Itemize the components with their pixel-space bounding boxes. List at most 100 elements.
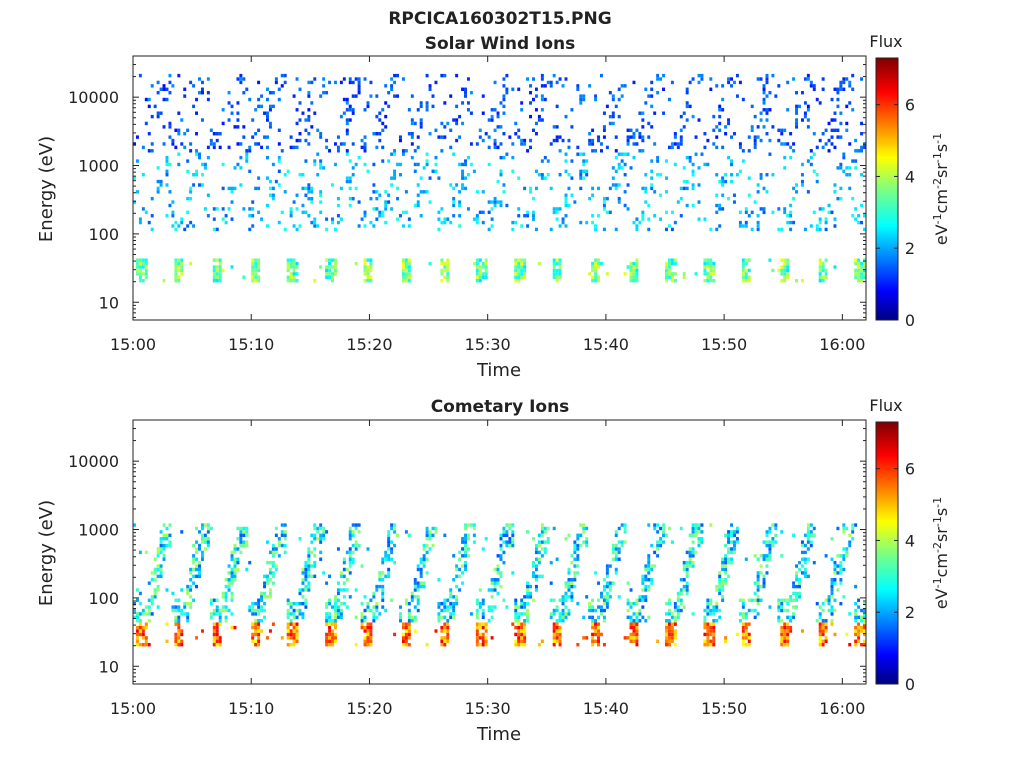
- spectrogram-cell: [670, 632, 674, 637]
- spectrogram-cell: [659, 526, 663, 531]
- spectrogram-cell: [141, 258, 145, 262]
- spectrogram-cell: [741, 224, 745, 228]
- spectrogram-cell: [786, 622, 790, 626]
- spectrogram-cell: [537, 261, 541, 266]
- spectrogram-cell: [721, 560, 725, 565]
- spectrogram-cell: [487, 162, 491, 167]
- spectrogram-cell: [750, 210, 754, 215]
- spectrogram-cell: [857, 261, 861, 266]
- spectrogram-cell: [422, 554, 426, 558]
- spectrogram-cell: [564, 591, 568, 596]
- spectrogram-cell: [177, 642, 181, 647]
- spectrogram-cell: [697, 540, 701, 544]
- spectrogram-cell: [605, 581, 609, 585]
- spectrogram-cell: [404, 642, 408, 647]
- spectrogram-cell: [165, 533, 169, 538]
- spectrogram-cell: [854, 207, 858, 211]
- spectrogram-cell: [732, 550, 736, 555]
- spectrogram-cell: [863, 629, 866, 633]
- spectrogram-cell: [144, 258, 148, 262]
- spectrogram-cell: [555, 268, 559, 273]
- spectrogram-cell: [857, 258, 861, 262]
- spectrogram-cell: [464, 567, 467, 572]
- spectrogram-cell: [384, 200, 388, 204]
- spectrogram-cell: [514, 625, 518, 630]
- spectrogram-cell: [517, 272, 521, 276]
- spectrogram-cell: [393, 73, 397, 78]
- spectrogram-cell: [839, 121, 843, 126]
- spectrogram-cell: [821, 639, 825, 643]
- spectrogram-cell: [673, 131, 677, 136]
- spectrogram-cell: [848, 612, 852, 616]
- spectrogram-cell: [662, 73, 666, 78]
- spectrogram-cell: [821, 601, 825, 606]
- spectrogram-cell: [694, 152, 698, 156]
- spectrogram-cell: [452, 608, 456, 613]
- spectrogram-cell: [682, 275, 686, 279]
- spectrogram-cell: [812, 560, 816, 565]
- spectrogram-cell: [685, 87, 689, 91]
- spectrogram-cell: [354, 526, 358, 531]
- spectrogram-cell: [667, 268, 671, 273]
- spectrogram-cell: [227, 90, 231, 95]
- spectrogram-cell: [552, 261, 556, 266]
- spectrogram-cell: [301, 601, 305, 606]
- spectrogram-cell: [440, 220, 444, 225]
- spectrogram-cell: [529, 90, 533, 95]
- spectrogram-cell: [682, 166, 686, 170]
- spectrogram-cell: [854, 615, 858, 620]
- spectrogram-cell: [141, 608, 145, 613]
- spectrogram-cell: [605, 584, 609, 589]
- spectrogram-cell: [591, 608, 595, 613]
- spectrogram-cell: [162, 97, 166, 102]
- spectrogram-cell: [345, 149, 349, 153]
- spectrogram-cell: [200, 526, 204, 531]
- spectrogram-cell: [422, 547, 426, 551]
- spectrogram-cell: [629, 619, 633, 623]
- spectrogram-cell: [824, 128, 828, 132]
- spectrogram-cell: [407, 261, 411, 266]
- spectrogram-cell: [484, 639, 488, 643]
- spectrogram-cell: [730, 560, 733, 565]
- spectrogram-cell: [251, 275, 255, 279]
- spectrogram-cell: [845, 166, 849, 170]
- spectrogram-cell: [809, 224, 813, 228]
- spectrogram-cell: [667, 612, 671, 616]
- spectrogram-cell: [156, 564, 160, 568]
- spectrogram-cells: [133, 523, 866, 647]
- spectrogram-cell: [656, 523, 660, 527]
- spectrogram-cell: [579, 543, 583, 548]
- spectrogram-cell: [789, 220, 793, 225]
- spectrogram-cell: [800, 179, 804, 184]
- spectrogram-cell: [440, 278, 444, 283]
- spectrogram-cell: [526, 224, 530, 228]
- spectrogram-cell: [407, 533, 411, 538]
- spectrogram-cell: [818, 622, 822, 626]
- spectrogram-cell: [174, 622, 178, 626]
- spectrogram-cell: [419, 121, 423, 126]
- spectrogram-cell: [771, 125, 775, 129]
- spectrogram-cell: [517, 258, 521, 262]
- spectrogram-cell: [416, 200, 420, 204]
- spectrogram-cell: [446, 121, 450, 126]
- spectrogram-cell: [156, 554, 160, 558]
- spectrogram-cell: [331, 636, 334, 640]
- spectrogram-cell: [236, 560, 240, 565]
- spectrogram-cell: [399, 615, 402, 620]
- spectrogram-cell: [239, 155, 243, 160]
- spectrogram-cell: [644, 186, 648, 191]
- spectrogram-cells: [133, 73, 866, 283]
- spectrogram-cell: [372, 131, 376, 136]
- spectrogram-cell: [410, 595, 414, 599]
- spectrogram-cell: [342, 601, 346, 606]
- spectrogram-cell: [298, 588, 302, 592]
- spectrogram-cell: [783, 261, 787, 266]
- spectrogram-cell: [836, 128, 840, 132]
- spectrogram-cell: [561, 598, 565, 602]
- spectrogram-cell: [215, 272, 219, 276]
- spectrogram-cell: [537, 540, 541, 544]
- spectrogram-cell: [475, 258, 479, 262]
- spectrogram-cell: [848, 84, 852, 88]
- spectrogram-cell: [481, 272, 485, 276]
- spectrogram-cell: [614, 135, 618, 139]
